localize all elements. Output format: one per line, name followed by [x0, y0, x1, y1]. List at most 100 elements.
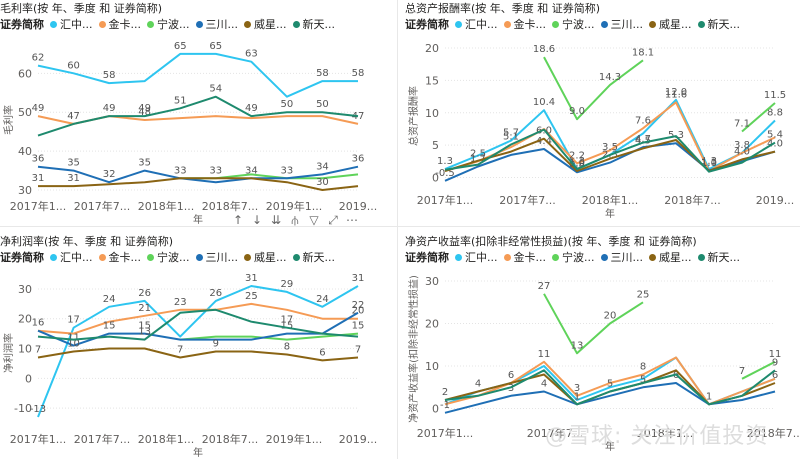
- legend-item-huizhong[interactable]: 汇中...: [455, 16, 498, 32]
- legend-label: 金卡...: [513, 251, 547, 264]
- legend-item-ningbo[interactable]: 宁波...: [147, 249, 190, 265]
- data-label: 8: [640, 362, 646, 373]
- y-tick-label: 60: [18, 67, 32, 80]
- more-options-icon[interactable]: ⋯: [346, 213, 358, 227]
- legend-dot: [292, 253, 300, 261]
- legend-item-huizhong[interactable]: 汇中...: [50, 16, 93, 32]
- legend-item-weixing[interactable]: 威星...: [649, 16, 692, 32]
- data-label: 1: [574, 391, 580, 402]
- legend-label: 宁波...: [157, 18, 190, 31]
- legend-dot: [50, 253, 57, 261]
- y-tick-label: 10: [18, 343, 32, 356]
- legend-dot: [552, 253, 559, 261]
- legend-dot: [600, 253, 608, 261]
- data-label: 32: [103, 169, 116, 180]
- data-label: 1.0: [701, 158, 717, 169]
- data-label: 11: [67, 333, 80, 344]
- data-label: 6: [508, 370, 514, 381]
- drill-up-icon[interactable]: ↑: [232, 213, 244, 227]
- filter-icon[interactable]: ▽: [309, 213, 319, 227]
- x-tick-label: 2018年7...: [664, 193, 720, 207]
- data-label: 1: [706, 391, 712, 402]
- legend-item-xintian[interactable]: 新天...: [697, 16, 740, 32]
- legend-title: 证券简称: [405, 18, 449, 31]
- chart-panel-net-margin[interactable]: 净利润率(按 年、季度 和 证券简称) 证券简称 汇中... 金卡... 宁波.…: [0, 233, 395, 459]
- legend-item-ningbo[interactable]: 宁波...: [552, 16, 595, 32]
- legend-item-xintian[interactable]: 新天...: [697, 249, 740, 265]
- legend-item-jinka[interactable]: 金卡...: [98, 16, 141, 32]
- data-label: 50: [316, 99, 329, 110]
- expand-hierarchy-icon[interactable]: ⫛: [291, 213, 299, 227]
- legend-label: 宁波...: [157, 251, 190, 264]
- legend-dot: [649, 253, 656, 261]
- data-label: 2.2: [569, 150, 585, 161]
- legend-item-sanchuan[interactable]: 三川...: [600, 16, 643, 32]
- series-line-威星: [37, 347, 359, 362]
- data-label: 65: [174, 41, 187, 52]
- legend-item-ningbo[interactable]: 宁波...: [552, 249, 595, 265]
- legend-item-huizhong[interactable]: 汇中...: [50, 249, 93, 265]
- legend-dot: [697, 20, 705, 28]
- legend-item-jinka[interactable]: 金卡...: [503, 249, 547, 265]
- y-axis-label: 净资产收益率(扣除非经常性损益): [407, 275, 420, 423]
- x-tick-label: 2019...: [339, 200, 377, 213]
- data-label: 31: [67, 173, 80, 184]
- x-axis-label: 年: [605, 440, 615, 453]
- data-label: 4.0: [767, 139, 783, 150]
- chart-title: 净资产收益率(扣除非经常性损益)(按 年、季度 和 证券简称): [405, 235, 697, 248]
- series-line-金卡: [37, 302, 358, 335]
- chart-panel-roe[interactable]: 净资产收益率(扣除非经常性损益)(按 年、季度 和 证券简称) 证券简称 汇中.…: [405, 233, 800, 459]
- data-label: 7: [355, 344, 361, 355]
- x-tick-label: 2019...: [339, 433, 377, 446]
- next-level-icon[interactable]: ⇊: [270, 213, 282, 227]
- chart-panel-roa[interactable]: 总资产报酬率(按 年、季度 和 证券简称) 证券简称 汇中... 金卡... 宁…: [405, 0, 800, 226]
- data-label: 49: [138, 103, 151, 114]
- x-tick-label: 2018年7...: [202, 199, 258, 213]
- y-tick-label: 30: [425, 275, 439, 288]
- line-chart-roa: 0 5 10 15 20 2017年1... 2017年7... 2018年1... 2018年…: [407, 42, 794, 220]
- focus-mode-icon[interactable]: ⤢: [328, 213, 338, 227]
- legend-item-jinka[interactable]: 金卡...: [98, 249, 141, 265]
- legend-item-sanchuan[interactable]: 三川...: [195, 16, 238, 32]
- legend-dot: [98, 20, 106, 28]
- series-line-宁波: [543, 56, 644, 121]
- data-label: 1.3: [701, 156, 717, 167]
- legend-dot: [503, 253, 511, 261]
- data-label: 23: [174, 297, 187, 308]
- chart-legend: 证券简称 汇中... 金卡... 宁波... 三川... 威星... 新天...: [405, 16, 746, 32]
- data-label: -13: [30, 404, 46, 415]
- data-label: 5.1: [503, 131, 519, 142]
- legend-item-xintian[interactable]: 新天...: [292, 16, 335, 32]
- legend-item-sanchuan[interactable]: 三川...: [600, 249, 643, 265]
- data-label: 3: [574, 383, 580, 394]
- data-label: 5.4: [767, 130, 783, 141]
- x-tick-label: 2019年1...: [266, 199, 322, 213]
- legend-item-weixing[interactable]: 威星...: [244, 249, 287, 265]
- series-line-威星: [444, 137, 776, 172]
- data-label: 27: [538, 281, 551, 292]
- legend-item-huizhong[interactable]: 汇中...: [455, 249, 498, 265]
- chart-title: 毛利率(按 年、季度 和 证券简称): [0, 2, 163, 15]
- data-label: -0.5: [435, 168, 455, 179]
- legend-item-ningbo[interactable]: 宁波...: [147, 16, 190, 32]
- legend-dot: [244, 20, 251, 28]
- chart-panel-gross-margin[interactable]: 毛利率(按 年、季度 和 证券简称) 证券简称 汇中... 金卡... 宁波..…: [0, 0, 395, 226]
- legend-dot: [455, 20, 462, 28]
- x-tick-label: 2017年1...: [10, 432, 66, 446]
- legend-dot: [195, 253, 203, 261]
- legend-item-jinka[interactable]: 金卡...: [503, 16, 546, 32]
- chart-legend: 证券简称 汇中... 金卡... 宁波... 三川... 威星... 新天...: [0, 16, 341, 32]
- legend-item-weixing[interactable]: 威星...: [649, 249, 692, 265]
- legend-label: 威星...: [659, 251, 692, 264]
- legend-dot: [244, 253, 251, 261]
- data-label: 2: [442, 387, 448, 398]
- legend-dot: [147, 20, 154, 28]
- legend-dot: [455, 253, 462, 261]
- horizontal-divider: [0, 226, 800, 227]
- legend-item-xintian[interactable]: 新天...: [292, 249, 335, 265]
- legend-dot: [292, 20, 300, 28]
- legend-item-sanchuan[interactable]: 三川...: [195, 249, 238, 265]
- drill-down-icon[interactable]: ↓: [251, 213, 263, 227]
- legend-item-weixing[interactable]: 威星...: [244, 16, 287, 32]
